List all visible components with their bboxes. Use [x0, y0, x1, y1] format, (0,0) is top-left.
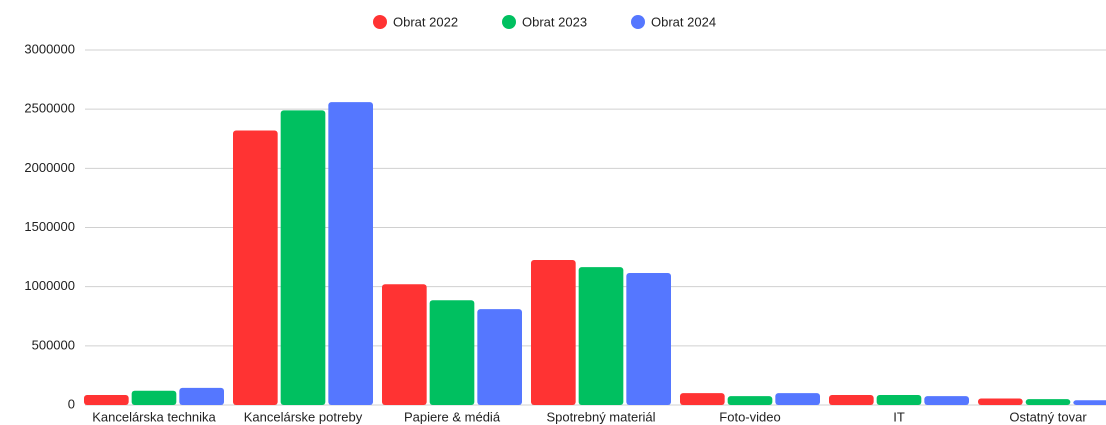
legend-marker — [631, 15, 645, 29]
bar — [1025, 399, 1071, 405]
y-tick-label: 3000000 — [24, 41, 75, 56]
bar — [477, 309, 522, 405]
bar — [531, 260, 576, 405]
bar — [924, 396, 969, 405]
bar — [382, 284, 427, 405]
x-tick-label: Ostatný tovar — [1009, 409, 1087, 424]
bar — [626, 273, 671, 405]
legend-marker — [502, 15, 516, 29]
bar — [280, 110, 326, 405]
legend-marker — [373, 15, 387, 29]
x-tick-label: Papiere & médiá — [404, 409, 501, 424]
bar — [978, 398, 1023, 405]
x-tick-label: Kancelárske potreby — [244, 409, 363, 424]
bar — [328, 102, 373, 406]
x-tick-label: IT — [893, 409, 905, 424]
y-tick-label: 2000000 — [24, 160, 75, 175]
x-tick-label: Kancelárska technika — [92, 409, 216, 424]
bar — [727, 396, 773, 405]
bar — [179, 387, 224, 405]
bar — [680, 393, 725, 405]
bar — [84, 394, 129, 405]
x-tick-label: Spotrebný materiál — [546, 409, 655, 424]
legend-label: Obrat 2023 — [522, 14, 587, 29]
y-tick-label: 1000000 — [24, 278, 75, 293]
bar — [233, 130, 278, 405]
y-tick-label: 0 — [68, 396, 75, 411]
x-tick-label: Foto-video — [719, 409, 780, 424]
bar — [876, 394, 922, 405]
y-tick-label: 500000 — [32, 337, 75, 352]
bar — [829, 394, 874, 405]
legend-label: Obrat 2024 — [651, 14, 716, 29]
bar — [131, 390, 177, 405]
legend-label: Obrat 2022 — [393, 14, 458, 29]
bar — [578, 267, 624, 405]
bar — [1073, 400, 1106, 405]
bar — [429, 300, 475, 405]
bar — [775, 393, 820, 405]
y-tick-label: 1500000 — [24, 219, 75, 234]
y-tick-label: 2500000 — [24, 101, 75, 116]
